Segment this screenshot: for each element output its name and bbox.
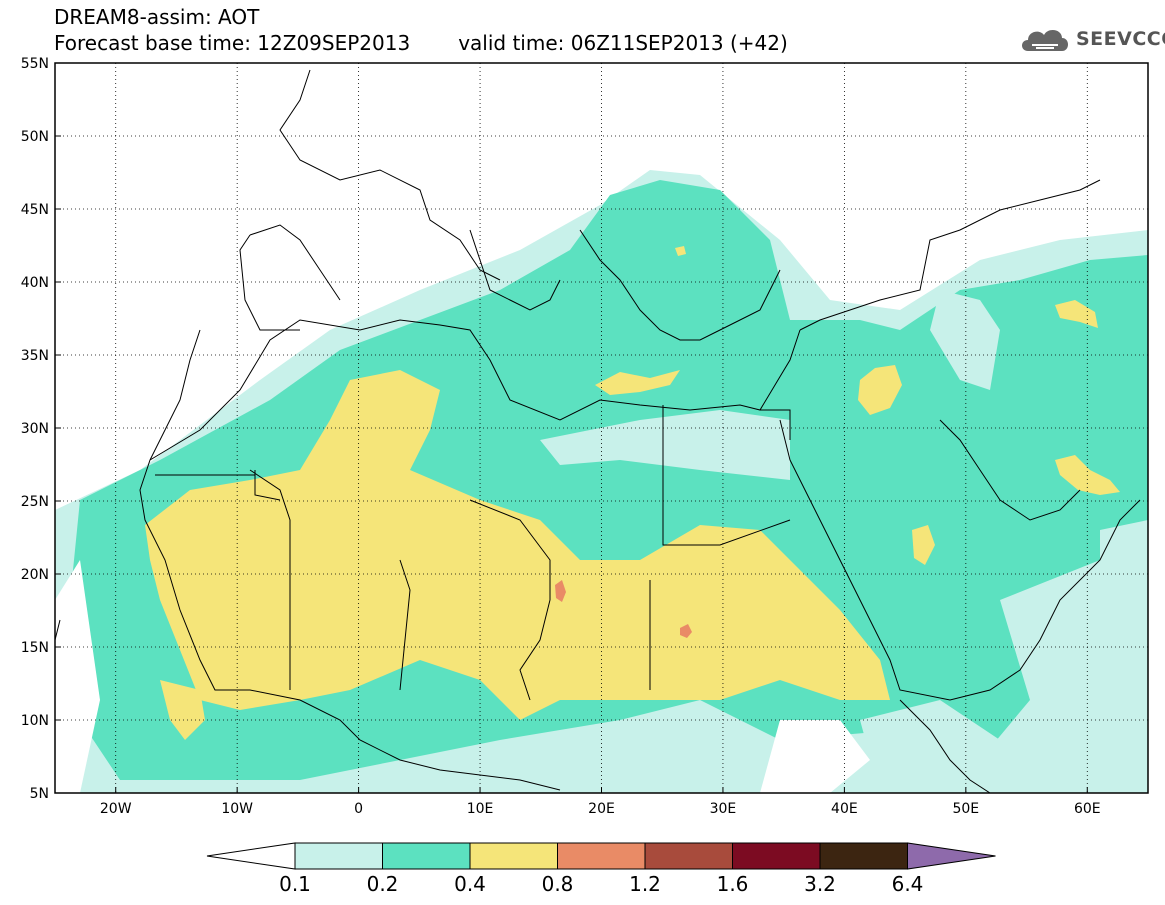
lon-tick-label: 50E	[952, 801, 979, 817]
map-frame	[54, 62, 1149, 794]
colorbar-swatch	[644, 842, 733, 870]
lon-tick-label: 30E	[710, 801, 737, 817]
lon-tick-label: 10W	[221, 801, 253, 817]
seevccc-logo: SEEVCCC	[1018, 22, 1165, 56]
colorbar-level-label: 1.6	[716, 872, 749, 896]
lat-tick-label: 40N	[21, 275, 49, 291]
colorbar	[206, 842, 996, 870]
axis-ticks: 5N 10N 15N 20N 25N 30N 35N 40N 45N 50N 55N 20W 10W 0 1…	[21, 56, 1101, 817]
colorbar-level-label: 6.4	[891, 872, 924, 896]
lat-tick-label: 25N	[21, 494, 49, 510]
colorbar-level-label: 3.2	[804, 872, 836, 896]
lon-tick-label: 0	[354, 801, 363, 817]
colorbar-swatch	[469, 842, 558, 870]
lat-tick-label: 50N	[21, 129, 49, 145]
aot-level-0.8	[555, 580, 566, 602]
lat-tick-label: 55N	[21, 56, 49, 72]
colorbar-level-label: 0.8	[541, 872, 574, 896]
lon-tick-label: 20E	[588, 801, 615, 817]
lon-tick-label: 60E	[1074, 801, 1101, 817]
colorbar-over-arrow	[907, 842, 996, 870]
valid-time: valid time: 06Z11SEP2013 (+42)	[458, 31, 788, 55]
colorbar-swatch	[557, 842, 646, 870]
colorbar-level-label: 0.2	[366, 872, 399, 896]
lat-tick-label: 15N	[21, 640, 49, 656]
colorbar-under-arrow	[206, 842, 296, 870]
lat-tick-label: 30N	[21, 421, 49, 437]
cloud-icon	[1022, 29, 1068, 51]
lat-tick-label: 10N	[21, 713, 49, 729]
colorbar-level-label: 0.4	[454, 872, 486, 896]
aot-level-0.4	[145, 370, 890, 720]
base-time: Forecast base time: 12Z09SEP2013	[54, 31, 411, 55]
logo-text: SEEVCCC	[1076, 28, 1165, 50]
map-title: DREAM8-assim: AOT	[54, 5, 260, 29]
gridlines	[55, 63, 1148, 793]
colorbar-swatch	[732, 842, 821, 870]
lat-tick-label: 45N	[21, 202, 49, 218]
colorbar-swatch	[382, 842, 471, 870]
lon-tick-label: 10E	[467, 801, 494, 817]
colorbar-level-label: 0.1	[279, 872, 311, 896]
lon-tick-label: 40E	[831, 801, 858, 817]
lat-tick-label: 20N	[21, 567, 49, 583]
colorbar-swatch	[819, 842, 908, 870]
lon-tick-label: 20W	[100, 801, 132, 817]
colorbar-swatch	[294, 842, 383, 870]
lat-tick-label: 5N	[30, 786, 49, 802]
colorbar-level-label: 1.2	[629, 872, 661, 896]
lat-tick-label: 35N	[21, 348, 49, 364]
forecast-times: Forecast base time: 12Z09SEP2013 valid ti…	[54, 32, 788, 54]
